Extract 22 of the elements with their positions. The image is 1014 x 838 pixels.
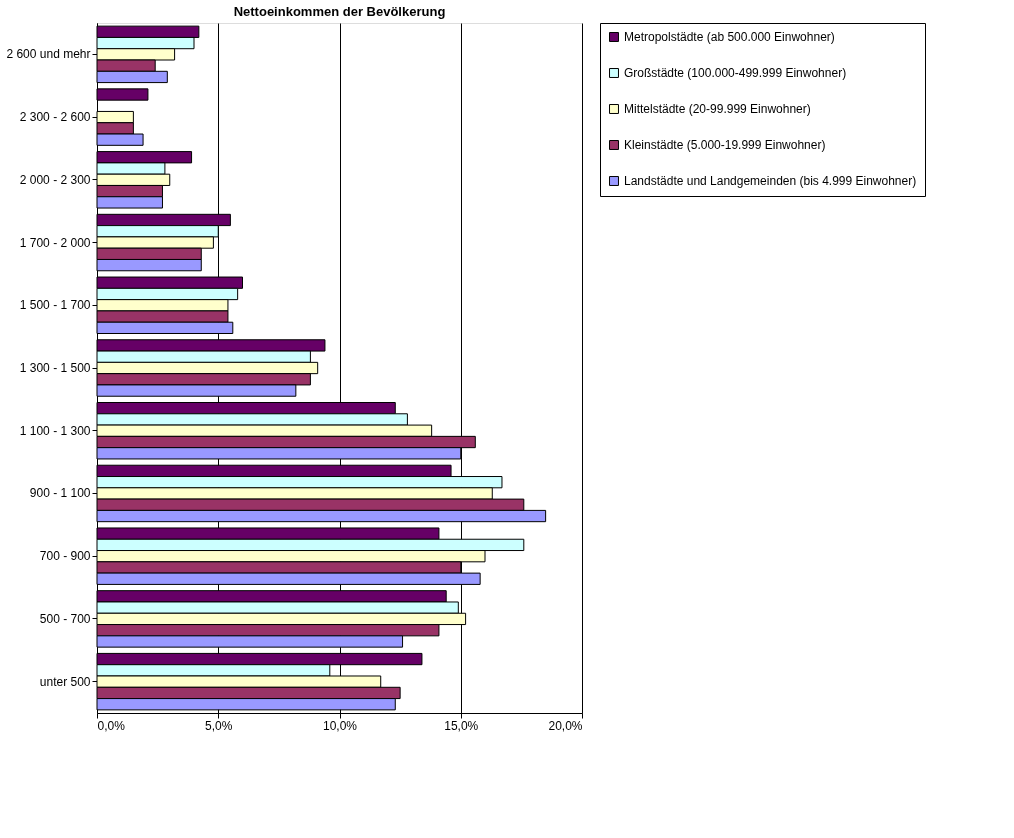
y-tick-label: 1 100 - 1 300 — [19, 423, 91, 438]
y-tick-label: 2 300 - 2 600 — [19, 110, 91, 125]
legend-label: Großstädte (100.000-499.999 Einwohner) — [624, 66, 847, 80]
legend-label: Kleinstädte (5.000-19.999 Einwohner) — [624, 138, 826, 152]
x-tick-label: 15,0% — [444, 718, 479, 733]
y-tick-label: 1 700 - 2 000 — [19, 235, 91, 250]
chart-title: Nettoeinkommen der Bevölkerung — [233, 3, 446, 19]
y-tick-label: unter 500 — [39, 674, 91, 689]
y-tick-label: 900 - 1 100 — [29, 486, 91, 501]
y-tick-label: 500 - 700 — [39, 611, 91, 626]
legend-label: Mittelstädte (20-99.999 Einwohner) — [624, 102, 811, 116]
x-tick-label: 20,0% — [548, 718, 583, 733]
y-tick-label: 700 - 900 — [39, 549, 91, 564]
y-tick-label: 2 000 - 2 300 — [19, 172, 91, 187]
legend-label: Landstädte und Landgemeinden (bis 4.999 Einwohner) — [624, 174, 917, 188]
y-tick-label: 1 300 - 1 500 — [19, 361, 91, 375]
x-tick-label: 5,0% — [205, 718, 233, 733]
y-tick-label: 2 600 und mehr — [6, 47, 91, 62]
x-tick-label: 10,0% — [322, 718, 358, 733]
legend-label: Metropolstädte (ab 500.000 Einwohner) — [624, 30, 835, 44]
y-tick-label: 1 500 - 1 700 — [19, 298, 91, 313]
x-tick-label: 0,0% — [97, 718, 126, 733]
